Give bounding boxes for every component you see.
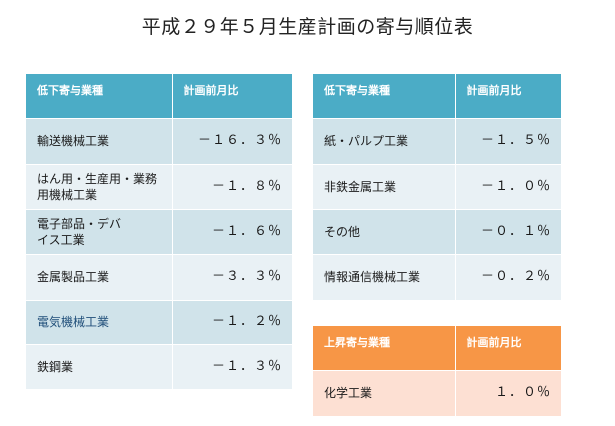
row-category: 金属製品工業 xyxy=(26,253,173,300)
header-value: 計画前月比 xyxy=(455,74,561,118)
decline-table-left: 低下寄与業種 計画前月比 輸送機械工業 －１６．３％ はん用・生産用・業務用機械… xyxy=(26,74,292,389)
header-category: 低下寄与業種 xyxy=(313,74,456,118)
row-value: －０．２％ xyxy=(455,253,561,300)
row-value: －１．０％ xyxy=(455,163,561,209)
row-category: 鉄鋼業 xyxy=(26,343,173,389)
row-value: －１６．３％ xyxy=(172,117,292,164)
row-category: 化学工業 xyxy=(313,369,456,416)
row-value: －１．３％ xyxy=(172,343,292,389)
row-category: 紙・パルプ工業 xyxy=(313,117,456,164)
row-value: －１．２％ xyxy=(172,299,292,344)
header-category: 低下寄与業種 xyxy=(26,74,173,118)
decline-table-right: 低下寄与業種 計画前月比 紙・パルプ工業 －１．５％ 非鉄金属工業 －１．０％ … xyxy=(313,74,561,300)
row-value: １．０％ xyxy=(455,369,561,416)
table-header: 上昇寄与業種 計画前月比 xyxy=(313,326,561,370)
row-category: 非鉄金属工業 xyxy=(313,163,456,209)
row-value: －１．５％ xyxy=(455,117,561,164)
table-row: 化学工業 １．０％ xyxy=(313,369,561,416)
table-row: 金属製品工業 －３．３％ xyxy=(26,253,292,300)
table-header: 低下寄与業種 計画前月比 xyxy=(313,74,561,118)
row-value: －３．３％ xyxy=(172,253,292,300)
row-category: 電気機械工業 xyxy=(26,299,173,344)
table-row: 鉄鋼業 －１．３％ xyxy=(26,343,292,389)
row-value: －１．８％ xyxy=(172,163,292,209)
header-value: 計画前月比 xyxy=(455,326,561,370)
table-row: 電気機械工業 －１．２％ xyxy=(26,299,292,344)
header-category: 上昇寄与業種 xyxy=(313,326,456,370)
row-category: 輸送機械工業 xyxy=(26,117,173,164)
table-row: その他 －０．１％ xyxy=(313,208,561,254)
row-category: 電子部品・デバイス工業 xyxy=(26,208,173,254)
row-category: 情報通信機械工業 xyxy=(313,253,456,300)
table-row: 情報通信機械工業 －０．２％ xyxy=(313,253,561,300)
row-category: その他 xyxy=(313,208,456,254)
row-value: －０．１％ xyxy=(455,208,561,254)
table-row: 非鉄金属工業 －１．０％ xyxy=(313,163,561,209)
table-row: 紙・パルプ工業 －１．５％ xyxy=(313,117,561,164)
table-header: 低下寄与業種 計画前月比 xyxy=(26,74,292,118)
row-value: －１．６％ xyxy=(172,208,292,254)
table-row: 輸送機械工業 －１６．３％ xyxy=(26,117,292,164)
header-value: 計画前月比 xyxy=(172,74,292,118)
rise-table: 上昇寄与業種 計画前月比 化学工業 １．０％ xyxy=(313,326,561,416)
page-title: 平成２９年５月生産計画の寄与順位表 xyxy=(141,16,474,38)
row-category: はん用・生産用・業務用機械工業 xyxy=(26,163,173,209)
table-row: はん用・生産用・業務用機械工業 －１．８％ xyxy=(26,163,292,209)
table-row: 電子部品・デバイス工業 －１．６％ xyxy=(26,208,292,254)
